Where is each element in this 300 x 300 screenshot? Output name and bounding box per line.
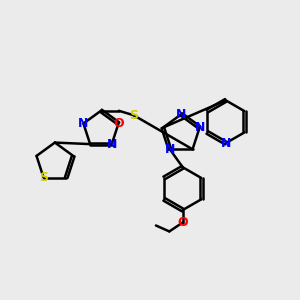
Text: N: N (78, 117, 88, 130)
Text: N: N (176, 108, 186, 121)
Text: S: S (39, 171, 48, 184)
Text: N: N (194, 121, 205, 134)
Text: N: N (165, 143, 175, 156)
Text: O: O (113, 117, 124, 130)
Text: N: N (220, 137, 231, 150)
Text: N: N (106, 138, 117, 151)
Text: S: S (129, 109, 138, 122)
Text: O: O (177, 216, 188, 229)
